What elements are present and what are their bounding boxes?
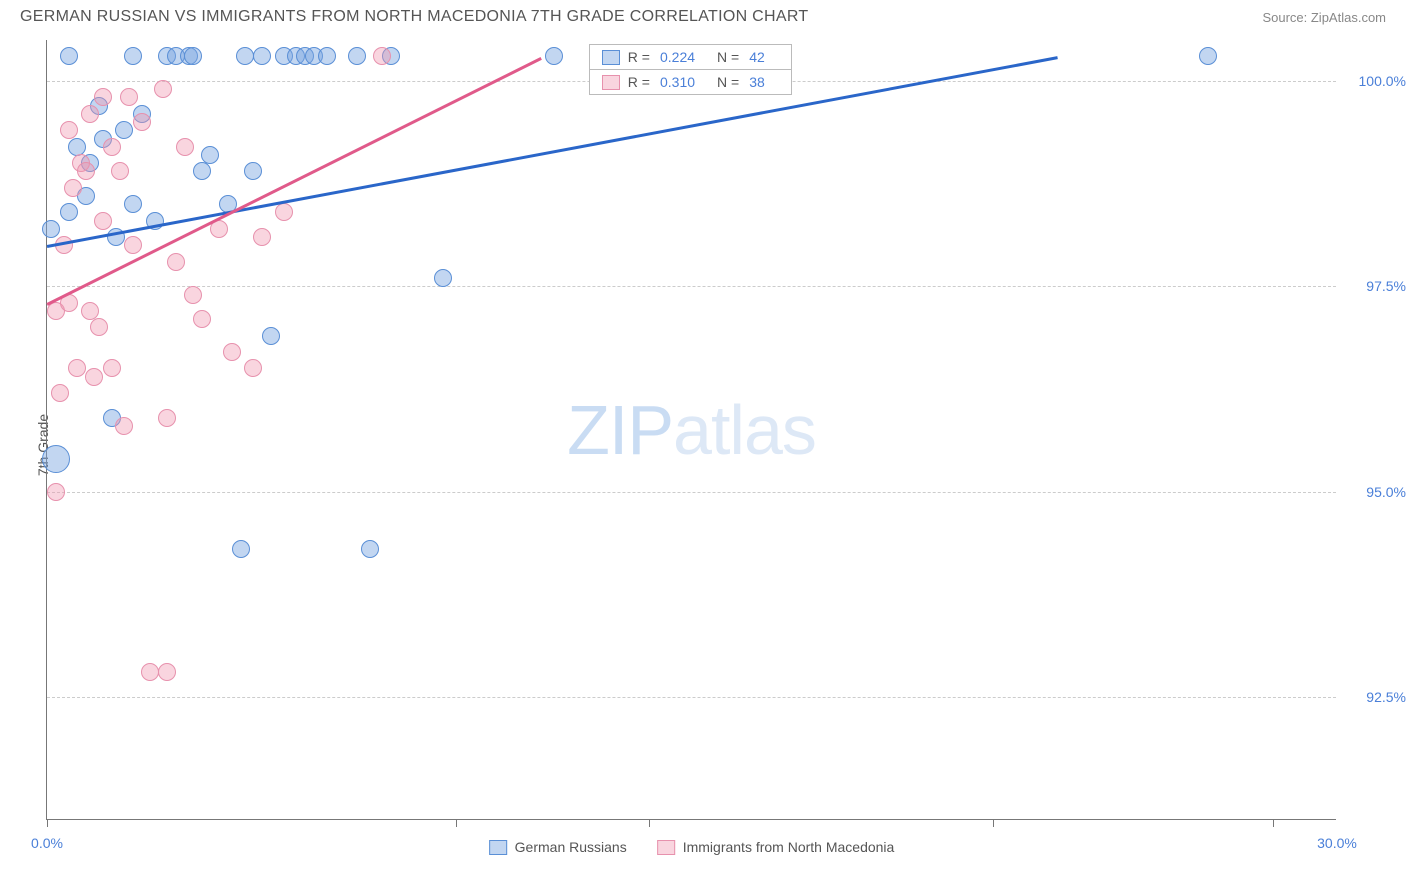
data-point bbox=[176, 138, 194, 156]
data-point bbox=[545, 47, 563, 65]
data-point bbox=[81, 302, 99, 320]
y-tick-label: 95.0% bbox=[1366, 484, 1406, 500]
data-point bbox=[60, 203, 78, 221]
y-tick-label: 92.5% bbox=[1366, 689, 1406, 705]
legend-swatch bbox=[657, 840, 675, 855]
x-tick bbox=[47, 819, 48, 827]
data-point bbox=[167, 253, 185, 271]
data-point bbox=[361, 540, 379, 558]
data-point bbox=[47, 483, 65, 501]
legend-label: Immigrants from North Macedonia bbox=[683, 839, 895, 855]
data-point bbox=[232, 540, 250, 558]
data-point bbox=[68, 138, 86, 156]
data-point bbox=[275, 203, 293, 221]
plot-area: ZIPatlas 92.5%95.0%97.5%100.0%0.0%30.0%R… bbox=[46, 40, 1336, 820]
data-point bbox=[184, 47, 202, 65]
data-point bbox=[42, 445, 70, 473]
data-point bbox=[244, 162, 262, 180]
data-point bbox=[193, 162, 211, 180]
data-point bbox=[223, 343, 241, 361]
data-point bbox=[124, 47, 142, 65]
data-point bbox=[90, 318, 108, 336]
data-point bbox=[133, 113, 151, 131]
stats-legend-row: R =0.224N =42 bbox=[590, 45, 791, 70]
x-tick-label: 30.0% bbox=[1317, 835, 1357, 851]
data-point bbox=[103, 138, 121, 156]
data-point bbox=[348, 47, 366, 65]
gridline bbox=[47, 286, 1336, 287]
data-point bbox=[154, 80, 172, 98]
legend-label: German Russians bbox=[515, 839, 627, 855]
data-point bbox=[236, 47, 254, 65]
data-point bbox=[193, 310, 211, 328]
gridline bbox=[47, 492, 1336, 493]
data-point bbox=[158, 409, 176, 427]
data-point bbox=[115, 417, 133, 435]
data-point bbox=[115, 121, 133, 139]
legend-swatch bbox=[489, 840, 507, 855]
trend-line bbox=[47, 56, 1058, 247]
data-point bbox=[94, 88, 112, 106]
x-tick bbox=[649, 819, 650, 827]
data-point bbox=[111, 162, 129, 180]
data-point bbox=[158, 663, 176, 681]
data-point bbox=[201, 146, 219, 164]
gridline bbox=[47, 697, 1336, 698]
data-point bbox=[184, 286, 202, 304]
chart-container: 7th Grade ZIPatlas 92.5%95.0%97.5%100.0%… bbox=[20, 30, 1386, 860]
data-point bbox=[1199, 47, 1217, 65]
header: GERMAN RUSSIAN VS IMMIGRANTS FROM NORTH … bbox=[0, 0, 1406, 30]
data-point bbox=[141, 663, 159, 681]
x-tick bbox=[993, 819, 994, 827]
data-point bbox=[253, 228, 271, 246]
data-point bbox=[120, 88, 138, 106]
data-point bbox=[51, 384, 69, 402]
y-tick-label: 100.0% bbox=[1359, 73, 1406, 89]
y-tick-label: 97.5% bbox=[1366, 278, 1406, 294]
data-point bbox=[77, 162, 95, 180]
legend-item: Immigrants from North Macedonia bbox=[657, 839, 895, 855]
data-point bbox=[68, 359, 86, 377]
data-point bbox=[318, 47, 336, 65]
data-point bbox=[124, 195, 142, 213]
stats-legend: R =0.224N =42R =0.310N =38 bbox=[589, 44, 792, 95]
data-point bbox=[94, 212, 112, 230]
x-tick-label: 0.0% bbox=[31, 835, 63, 851]
chart-title: GERMAN RUSSIAN VS IMMIGRANTS FROM NORTH … bbox=[20, 8, 809, 26]
data-point bbox=[64, 179, 82, 197]
x-tick bbox=[1273, 819, 1274, 827]
source-label: Source: ZipAtlas.com bbox=[1262, 10, 1386, 25]
data-point bbox=[262, 327, 280, 345]
data-point bbox=[373, 47, 391, 65]
data-point bbox=[81, 105, 99, 123]
data-point bbox=[244, 359, 262, 377]
data-point bbox=[434, 269, 452, 287]
series-legend: German Russians Immigrants from North Mac… bbox=[489, 839, 895, 855]
watermark: ZIPatlas bbox=[567, 390, 816, 470]
legend-swatch bbox=[602, 75, 620, 90]
data-point bbox=[42, 220, 60, 238]
stats-legend-row: R =0.310N =38 bbox=[590, 70, 791, 94]
data-point bbox=[60, 121, 78, 139]
data-point bbox=[103, 359, 121, 377]
x-tick bbox=[456, 819, 457, 827]
data-point bbox=[60, 47, 78, 65]
data-point bbox=[124, 236, 142, 254]
legend-swatch bbox=[602, 50, 620, 65]
data-point bbox=[85, 368, 103, 386]
legend-item: German Russians bbox=[489, 839, 627, 855]
data-point bbox=[253, 47, 271, 65]
